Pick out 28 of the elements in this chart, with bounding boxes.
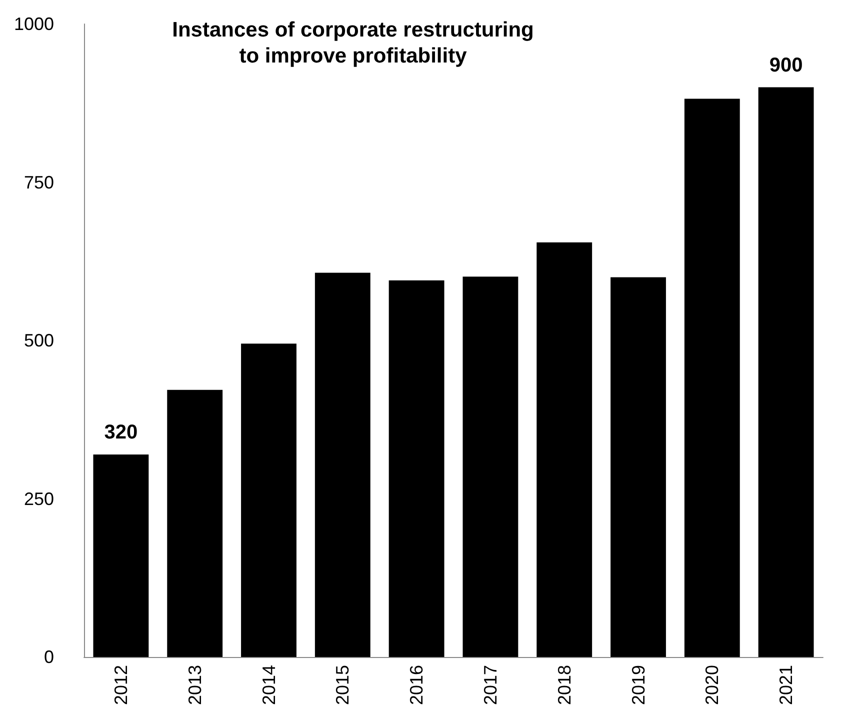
bar	[241, 344, 296, 657]
bar	[462, 276, 518, 657]
x-tick-label: 2014	[258, 665, 279, 706]
y-tick-label: 0	[44, 647, 54, 667]
y-tick-label: 250	[24, 488, 54, 509]
x-tick-label: 2019	[628, 665, 648, 706]
x-tick-label: 2016	[406, 665, 427, 706]
data-label: 900	[769, 54, 803, 76]
bar	[758, 87, 814, 657]
x-tick-label: 2013	[184, 665, 205, 706]
x-tick-label: 2015	[332, 665, 353, 706]
x-tick-label: 2021	[776, 665, 796, 706]
data-label: 320	[104, 421, 138, 444]
bar	[314, 272, 370, 657]
y-tick-label: 750	[24, 172, 54, 192]
y-tick-label: 500	[24, 330, 54, 350]
y-tick-label: 1000	[14, 14, 54, 34]
x-tick-label: 2020	[702, 665, 722, 706]
bar	[167, 390, 223, 657]
x-tick-label: 2018	[554, 665, 574, 706]
bar	[93, 454, 149, 657]
chart-title: Instances of corporate restructuring to improve profitability	[172, 18, 534, 68]
x-tick-label: 2012	[110, 665, 131, 706]
bar	[610, 277, 666, 657]
bar	[536, 242, 592, 657]
bar	[684, 98, 740, 657]
x-tick-label: 2017	[480, 665, 500, 706]
bar	[388, 280, 444, 657]
